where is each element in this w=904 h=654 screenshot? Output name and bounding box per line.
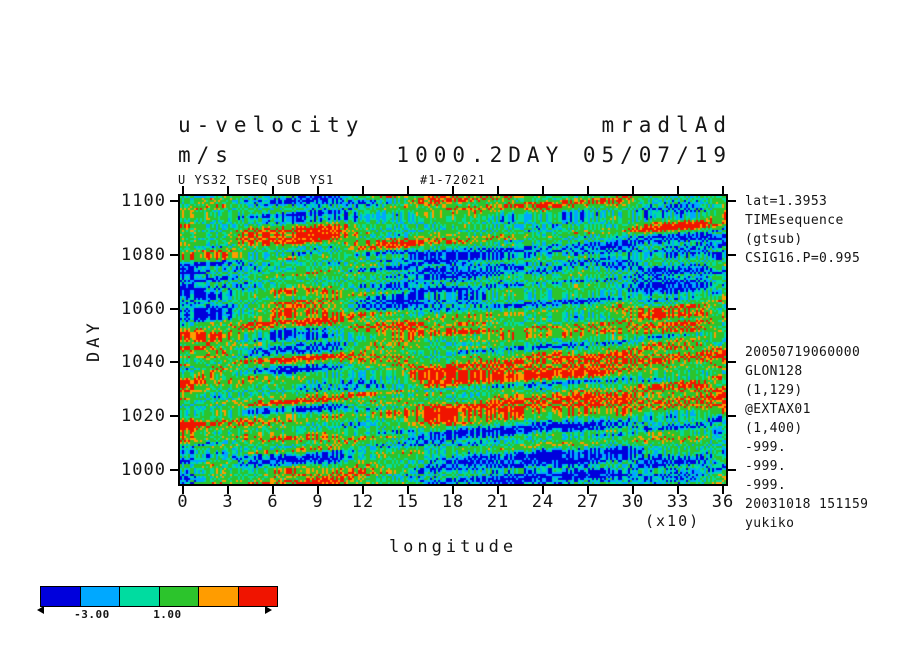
x-tick-label: 36 [711, 492, 735, 512]
y-tick-label: 1040 [121, 352, 166, 373]
dataset-meta-label: U YS32 TSEQ SUB YS1 [178, 173, 335, 187]
annotation-line: (1,129) [745, 383, 803, 398]
y-tick-label: 1080 [121, 244, 166, 265]
colorbar [40, 586, 278, 607]
x-tick-mark [632, 486, 634, 494]
colorbar-segment [41, 587, 80, 606]
datetime-label: 1000.2DAY 05/07/19 [396, 143, 732, 167]
x-tick-label: 18 [441, 492, 465, 512]
x-tick-mark [182, 186, 184, 194]
x-tick-label: 33 [666, 492, 690, 512]
y-tick-mark [728, 361, 736, 364]
colorbar-segment [158, 587, 198, 606]
x-tick-mark [452, 186, 454, 194]
x-axis-scale-note: (x10) [645, 512, 701, 530]
annotation-line: TIMEsequence [745, 213, 844, 228]
x-tick-mark [587, 186, 589, 194]
x-tick-mark [407, 486, 409, 494]
x-axis-title: longitude [388, 537, 518, 557]
x-axis-tick-labels: 0 3 6 9 12 15 18 21 24 27 30 33 36 [177, 492, 733, 514]
annotation-line: -999. [745, 478, 787, 493]
annotation-panel-top: lat=1.3953 TIMEsequence (gtsub) CSIG16.P=0.… [745, 192, 860, 268]
annotation-line: 20031018 151159 [745, 497, 869, 512]
x-tick-label: 21 [486, 492, 510, 512]
y-tick-mark [170, 200, 178, 202]
x-tick-label: 30 [621, 492, 645, 512]
x-tick-mark [227, 186, 229, 194]
x-tick-mark [722, 486, 724, 494]
x-tick-label: 24 [531, 492, 555, 512]
y-tick-mark [170, 415, 178, 418]
y-tick-mark [728, 200, 736, 202]
x-tick-mark [407, 186, 409, 194]
colorbar-segment [119, 587, 159, 606]
annotation-line: lat=1.3953 [745, 194, 828, 209]
colorbar-segment [237, 587, 277, 606]
x-tick-label: 6 [267, 492, 279, 512]
figure-number-label: #1-72021 [420, 173, 486, 187]
annotation-line: (1,400) [745, 421, 803, 436]
x-tick-mark [632, 186, 634, 194]
plot-title-right: mradlAd [601, 113, 732, 137]
heatmap-canvas [180, 196, 726, 484]
annotation-line: @EXTAX01 [745, 402, 811, 417]
x-tick-mark [317, 486, 319, 494]
x-tick-label: 3 [222, 492, 234, 512]
colorbar-segment [79, 587, 119, 606]
plot-title: u-velocity [178, 113, 365, 137]
y-tick-mark [170, 307, 178, 310]
x-tick-mark [677, 186, 679, 194]
x-tick-mark [362, 186, 364, 194]
annotation-line: -999. [745, 459, 787, 474]
colorbar-min-arrow-icon [37, 606, 44, 614]
x-tick-label: 27 [576, 492, 600, 512]
x-tick-mark [497, 486, 499, 494]
colorbar-segment [198, 587, 238, 606]
x-tick-mark [497, 186, 499, 194]
y-axis-tick-labels: 1100 1080 1060 1040 1020 1000 [92, 0, 166, 520]
colorbar-label: -3.00 [74, 608, 110, 621]
annotation-panel-bottom: 20050719060000 GLON128 (1,129) @EXTAX01 (1,4… [745, 343, 868, 533]
y-tick-label: 1060 [121, 298, 166, 319]
plot-frame [170, 186, 736, 494]
x-tick-mark [542, 486, 544, 494]
x-tick-mark [677, 486, 679, 494]
x-tick-mark [587, 486, 589, 494]
annotation-line: -999. [745, 440, 787, 455]
y-tick-label: 1020 [121, 406, 166, 427]
x-tick-mark [272, 186, 274, 194]
colorbar-label: 1.00 [153, 608, 182, 621]
y-tick-mark [728, 469, 736, 471]
x-tick-mark [182, 486, 184, 494]
y-tick-mark [728, 253, 736, 256]
y-tick-mark [728, 307, 736, 310]
y-tick-mark [170, 253, 178, 256]
units-label: m/s [178, 143, 234, 167]
y-tick-mark [170, 361, 178, 364]
annotation-line: 20050719060000 [745, 345, 861, 360]
annotation-line: CSIG16.P=0.995 [745, 251, 861, 266]
x-tick-mark [542, 186, 544, 194]
colorbar-max-arrow-icon [265, 606, 272, 614]
x-tick-mark [362, 486, 364, 494]
y-tick-label: 1000 [121, 460, 166, 480]
x-tick-label: 15 [396, 492, 420, 512]
x-tick-label: 9 [312, 492, 324, 512]
y-tick-mark [170, 469, 178, 471]
annotation-line: GLON128 [745, 364, 803, 379]
x-tick-label: 12 [351, 492, 375, 512]
y-tick-label: 1100 [121, 191, 166, 211]
y-tick-mark [728, 415, 736, 418]
x-tick-mark [227, 486, 229, 494]
x-tick-label: 0 [177, 492, 189, 512]
annotation-line: (gtsub) [745, 232, 803, 247]
x-tick-mark [722, 186, 724, 194]
x-tick-mark [272, 486, 274, 494]
x-tick-mark [452, 486, 454, 494]
x-tick-mark [317, 186, 319, 194]
annotation-line: yukiko [745, 516, 795, 531]
